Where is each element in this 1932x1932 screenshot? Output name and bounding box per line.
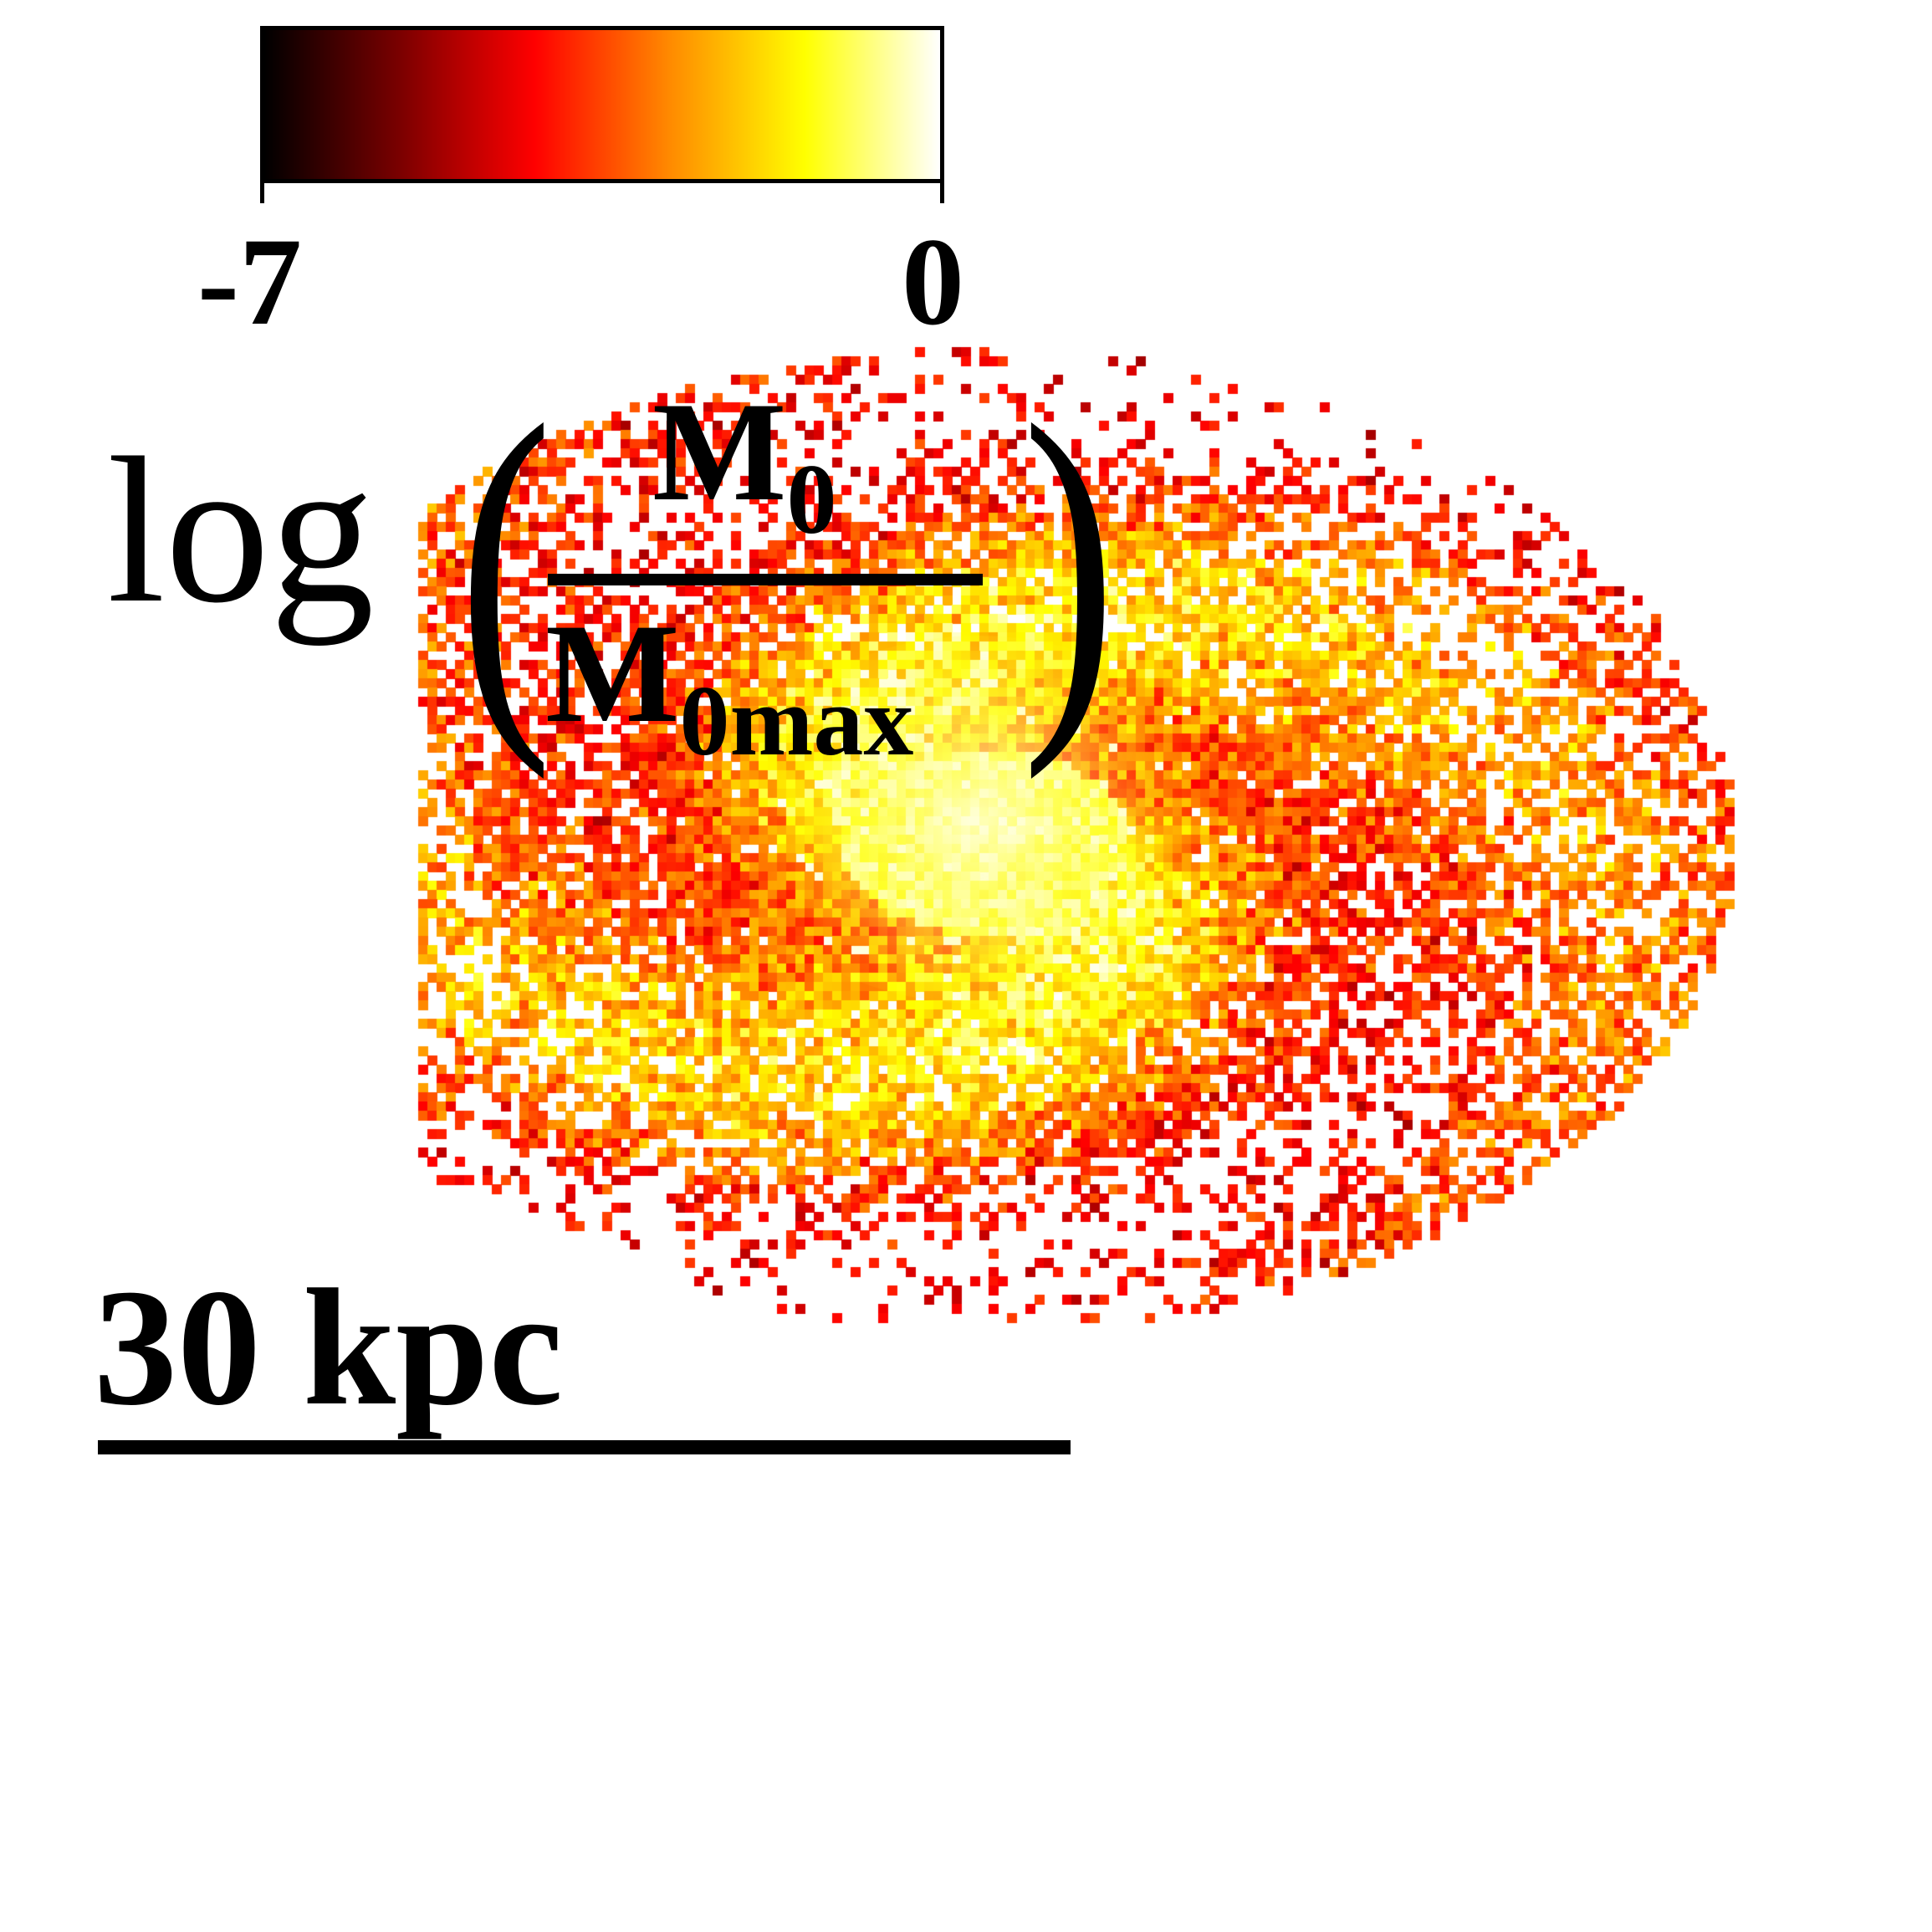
colorbar-max-label: 0 <box>902 212 964 351</box>
log-label: log <box>107 415 375 647</box>
scale-bar <box>98 1440 1071 1454</box>
colorbar-min-label: -7 <box>197 212 302 351</box>
fraction-denominator: M0max <box>545 602 913 771</box>
numerator-symbol: M <box>652 373 787 530</box>
colorbar-min-tick <box>260 183 264 203</box>
scale-bar-label: 30 kpc <box>94 1255 564 1440</box>
fraction-bar <box>548 574 983 585</box>
fraction-numerator: M0 <box>652 381 836 549</box>
right-parenthesis: ) <box>1022 345 1117 780</box>
denominator-subscript: 0max <box>679 665 914 776</box>
colorbar-max-tick <box>940 183 944 203</box>
left-parenthesis: ( <box>458 345 553 780</box>
colorbar <box>260 26 944 183</box>
numerator-subscript: 0 <box>786 443 837 555</box>
denominator-symbol: M <box>545 595 680 752</box>
